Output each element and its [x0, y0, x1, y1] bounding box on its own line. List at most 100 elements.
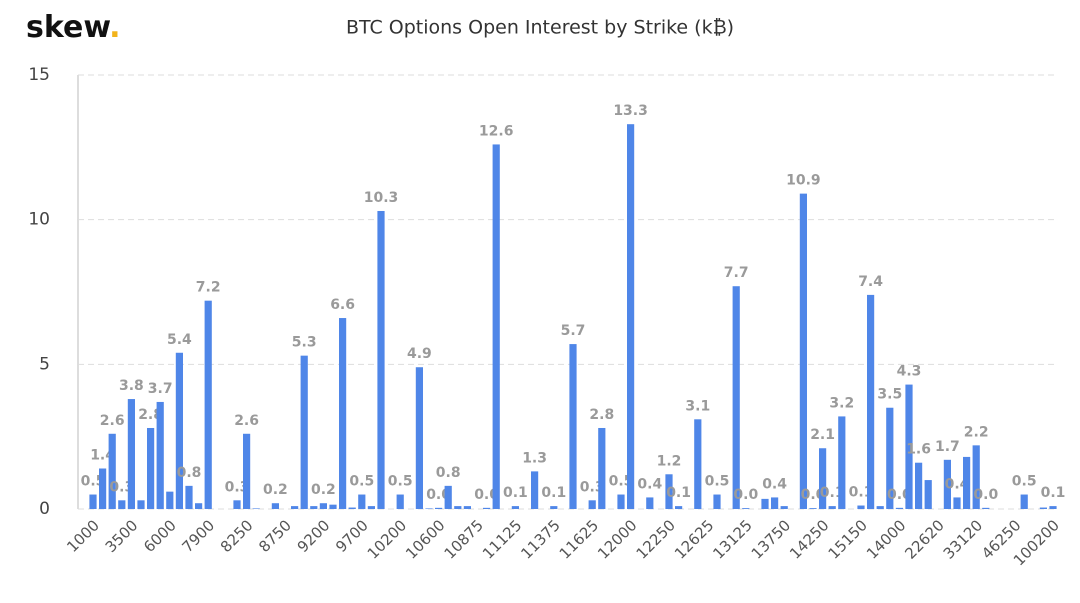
value-label: 2.6 [100, 413, 125, 429]
bar [799, 193, 807, 510]
bar [694, 419, 702, 509]
bar [271, 503, 279, 509]
value-label: 3.2 [829, 395, 854, 411]
bar [1049, 506, 1057, 509]
x-tick-label: 8750 [255, 516, 295, 556]
x-tick-label: 13125 [709, 516, 755, 562]
bar [89, 494, 97, 509]
y-tick-label: 5 [39, 354, 50, 374]
bar [329, 504, 337, 509]
bar [598, 427, 606, 509]
value-label: 1.3 [522, 450, 547, 466]
bar [886, 407, 894, 509]
y-tick-label: 10 [28, 210, 50, 230]
value-label: 0.2 [311, 482, 336, 498]
y-tick-label: 0 [39, 499, 50, 519]
bar [982, 507, 990, 509]
value-label: 5.7 [561, 323, 586, 339]
bar [319, 503, 327, 509]
bar [780, 506, 788, 509]
logo: skew. [26, 10, 121, 45]
value-label: 5.4 [167, 332, 192, 348]
bar [339, 318, 347, 509]
bar [905, 384, 913, 509]
x-tick-label: 33120 [940, 516, 986, 562]
bar [348, 507, 356, 509]
value-label: 3.1 [685, 398, 710, 414]
value-label: 7.7 [724, 265, 749, 281]
bar [809, 508, 817, 509]
x-tick-label: 12000 [594, 516, 640, 562]
bar [310, 506, 318, 509]
bar [857, 505, 865, 509]
bar [828, 506, 836, 509]
value-label: 0.2 [263, 482, 288, 498]
bar [454, 506, 462, 509]
x-tick-label: 11375 [517, 516, 563, 562]
y-tick-label: 15 [28, 65, 50, 85]
bar [838, 416, 846, 509]
value-label: 7.4 [858, 274, 883, 290]
x-tick-label: 14250 [786, 516, 832, 562]
bar [531, 471, 539, 509]
bar [300, 355, 308, 509]
bar [492, 144, 500, 509]
value-label: 1.2 [657, 453, 682, 469]
x-tick-label: 10600 [402, 516, 448, 562]
bar [99, 468, 107, 509]
bar [147, 427, 155, 509]
value-label: 0.5 [1012, 474, 1037, 490]
bar [761, 498, 769, 509]
x-tick-label: 12250 [633, 516, 679, 562]
bar [137, 500, 145, 509]
value-label: 3.7 [148, 381, 173, 397]
bar [444, 485, 452, 509]
x-tick-label: 12625 [671, 516, 717, 562]
bar [963, 456, 971, 509]
value-label: 13.3 [613, 103, 648, 119]
value-label: 0.5 [705, 474, 730, 490]
bar [569, 344, 577, 509]
value-label: 3.5 [877, 387, 902, 403]
bar [771, 497, 779, 509]
bar [943, 459, 951, 509]
value-label: 0.0 [973, 487, 998, 503]
value-label: 2.6 [234, 413, 259, 429]
bar [646, 497, 654, 509]
bar [127, 399, 135, 509]
value-label: 2.2 [964, 424, 989, 440]
value-label: 4.3 [897, 364, 922, 380]
bar [627, 124, 635, 509]
bar [396, 494, 404, 509]
bar [617, 494, 625, 509]
bar [435, 507, 443, 509]
x-tick-label: 3500 [102, 516, 142, 556]
bar [291, 506, 299, 509]
x-tick-label: 10200 [364, 516, 410, 562]
bar [483, 507, 491, 509]
value-label: 2.8 [589, 407, 614, 423]
value-label: 0.0 [733, 487, 758, 503]
bar [867, 294, 875, 509]
bar [175, 352, 183, 509]
bar [118, 500, 126, 509]
value-label: 0.1 [1041, 485, 1066, 501]
bar [742, 508, 750, 509]
value-label: 0.4 [762, 476, 787, 492]
value-label: 1.7 [935, 439, 960, 455]
value-label: 7.2 [196, 280, 221, 296]
bar [915, 462, 923, 509]
x-tick-label: 10875 [441, 516, 487, 562]
bar [415, 367, 423, 509]
bar [377, 210, 385, 509]
x-tick-label: 1000 [63, 516, 103, 556]
bar [1020, 494, 1028, 509]
bar [895, 507, 903, 509]
x-tick-label: 6000 [140, 516, 180, 556]
x-tick-label: 11125 [479, 516, 525, 562]
bar [252, 508, 260, 509]
bar [185, 485, 193, 509]
x-tick-label: 11625 [556, 516, 602, 562]
